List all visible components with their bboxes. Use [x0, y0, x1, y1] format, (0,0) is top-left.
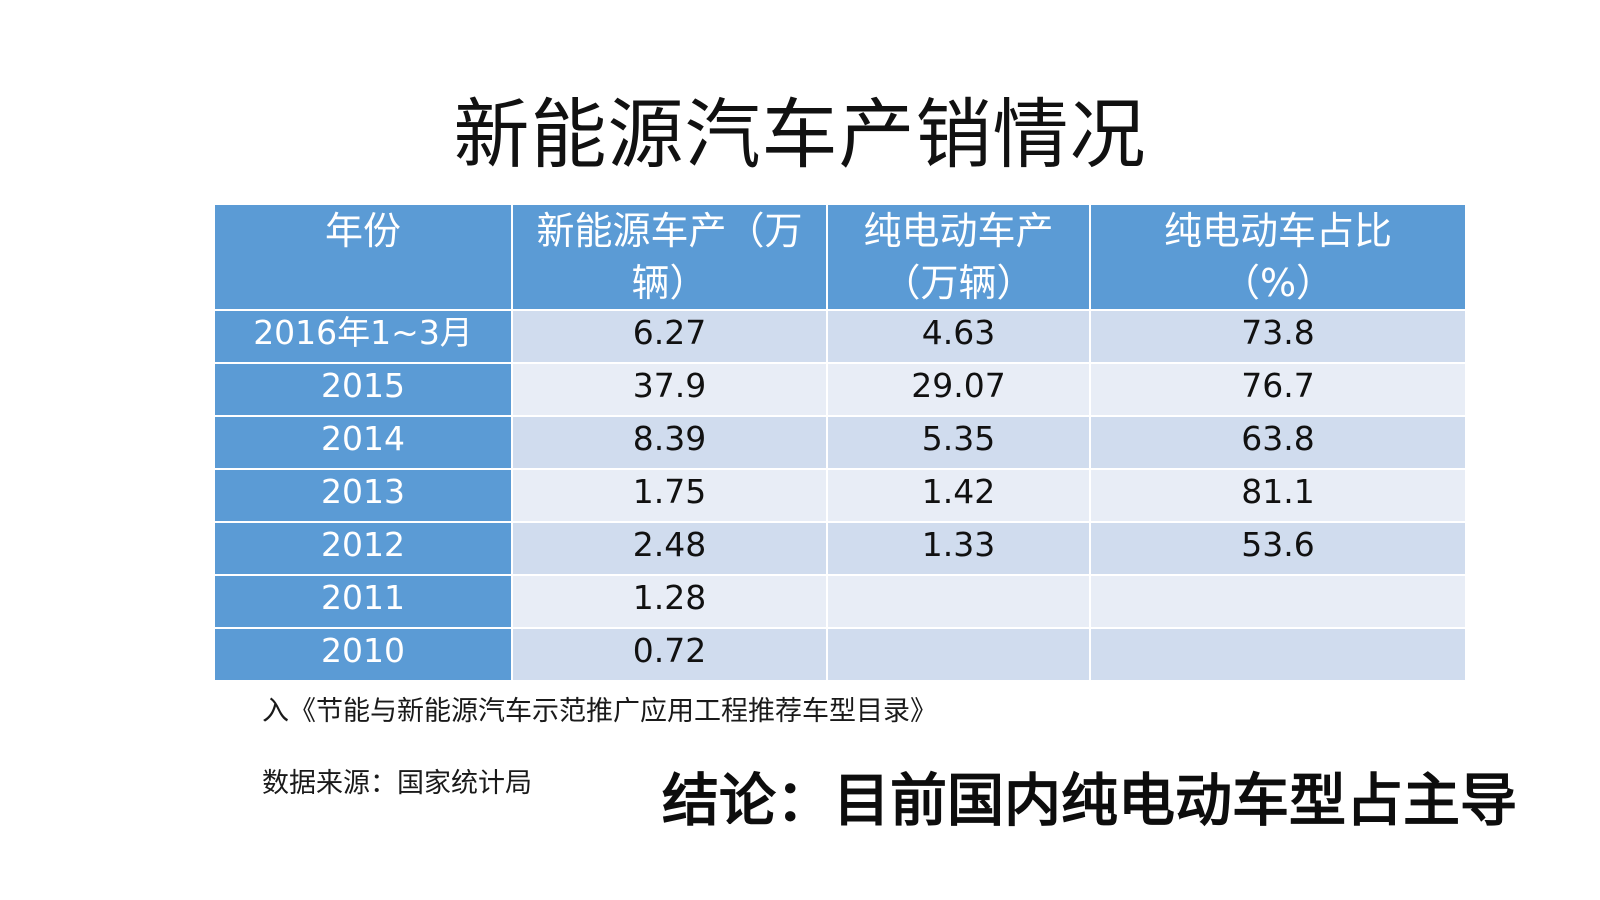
- nev-output-cell: 1.75: [511, 468, 828, 523]
- bev-share-cell: [1089, 574, 1467, 629]
- header-nev-output-line1: 新能源车产（万: [536, 209, 803, 253]
- year-cell: 2011: [213, 574, 513, 629]
- bev-output-cell: 4.63: [826, 309, 1091, 364]
- header-bev-output: 纯电动车产 （万辆）: [826, 203, 1091, 311]
- nev-output-cell: 8.39: [511, 415, 828, 470]
- bev-output-cell: [826, 574, 1091, 629]
- nev-output-cell: 6.27: [511, 309, 828, 364]
- bev-output-cell: 1.42: [826, 468, 1091, 523]
- year-cell: 2015: [213, 362, 513, 417]
- table-header-row: 年份 新能源车产（万 辆） 纯电动车产 （万辆） 纯电动车占比 （%）: [213, 203, 1467, 311]
- header-year-line1: 年份: [324, 209, 401, 253]
- table-row: 2014 8.39 5.35 63.8: [213, 415, 1467, 470]
- bev-output-cell: [826, 627, 1091, 682]
- bev-output-cell: 5.35: [826, 415, 1091, 470]
- table-row: 2012 2.48 1.33 53.6: [213, 521, 1467, 576]
- header-year: 年份: [213, 203, 513, 311]
- header-bev-share-line2: （%）: [1221, 261, 1335, 305]
- nev-output-cell: 0.72: [511, 627, 828, 682]
- table-row: 2013 1.75 1.42 81.1: [213, 468, 1467, 523]
- bev-share-cell: 76.7: [1089, 362, 1467, 417]
- bev-output-cell: 1.33: [826, 521, 1091, 576]
- table-row: 2015 37.9 29.07 76.7: [213, 362, 1467, 417]
- header-bev-output-line2: （万辆）: [882, 261, 1035, 305]
- nev-output-cell: 37.9: [511, 362, 828, 417]
- header-nev-output-line2: 辆）: [631, 261, 708, 305]
- bev-share-cell: 81.1: [1089, 468, 1467, 523]
- header-bev-share: 纯电动车占比 （%）: [1089, 203, 1467, 311]
- table-row: 2016年1~3月 6.27 4.63 73.8: [213, 309, 1467, 364]
- conclusion-text: 结论：目前国内纯电动车型占主导: [662, 768, 1517, 834]
- bev-share-cell: 73.8: [1089, 309, 1467, 364]
- nev-output-cell: 1.28: [511, 574, 828, 629]
- production-table: 年份 新能源车产（万 辆） 纯电动车产 （万辆） 纯电动车占比 （%） 2016…: [213, 203, 1467, 682]
- table-row: 2011 1.28: [213, 574, 1467, 629]
- bev-share-cell: 63.8: [1089, 415, 1467, 470]
- bev-share-cell: [1089, 627, 1467, 682]
- nev-output-cell: 2.48: [511, 521, 828, 576]
- year-cell: 2012: [213, 521, 513, 576]
- header-bev-output-line1: 纯电动车产: [863, 209, 1054, 253]
- table-row: 2010 0.72: [213, 627, 1467, 682]
- catalog-note: 入《节能与新能源汽车示范推广应用工程推荐车型目录》: [262, 696, 937, 727]
- data-source: 数据来源：国家统计局: [262, 768, 532, 799]
- year-cell: 2013: [213, 468, 513, 523]
- header-nev-output: 新能源车产（万 辆）: [511, 203, 828, 311]
- year-cell: 2014: [213, 415, 513, 470]
- bev-share-cell: 53.6: [1089, 521, 1467, 576]
- year-cell: 2010: [213, 627, 513, 682]
- year-cell: 2016年1~3月: [213, 309, 513, 364]
- bev-output-cell: 29.07: [826, 362, 1091, 417]
- header-bev-share-line1: 纯电动车占比: [1163, 209, 1392, 253]
- slide-title: 新能源汽车产销情况: [453, 90, 1147, 179]
